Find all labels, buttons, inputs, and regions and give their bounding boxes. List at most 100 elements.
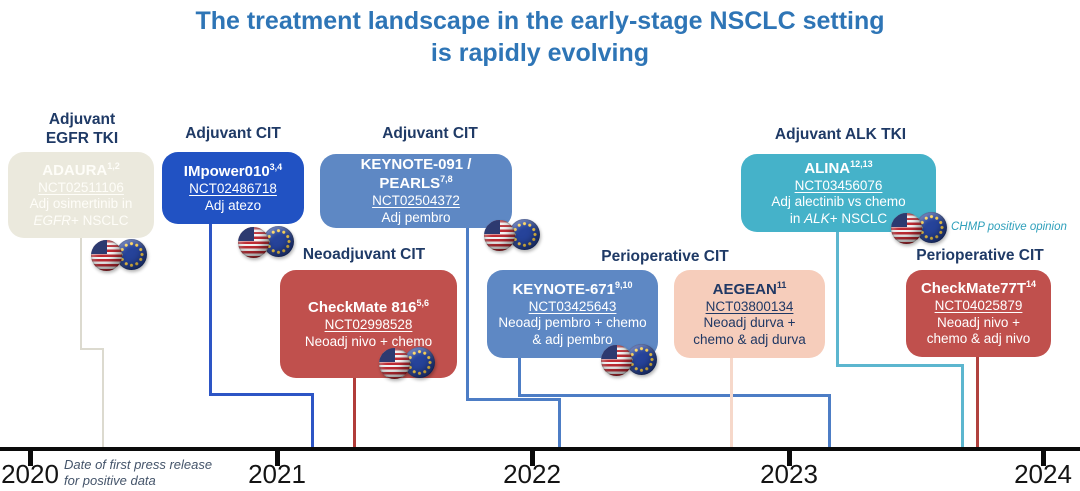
timeline-tick-2021 (275, 447, 280, 466)
connector-checkmate77t-v (976, 357, 979, 447)
trial-desc: Adj alectinib vs chemo (771, 194, 906, 210)
approval-flags-alina (891, 212, 948, 245)
connector-keynote091-h (466, 398, 561, 401)
trial-name: ALINA12,13 (804, 158, 873, 177)
us-flag-icon (891, 213, 922, 244)
category-header-neoadjuvant-cit: Neoadjuvant CIT (302, 246, 426, 263)
connector-impower010-h (209, 393, 313, 396)
us-flag-icon (91, 240, 122, 271)
timeline-tick-2022 (530, 447, 535, 466)
trial-box-checkmate816: CheckMate 8165,6 NCT02998528 Neoadj nivo… (280, 270, 457, 378)
trial-nct-link[interactable]: NCT03425643 (528, 298, 617, 314)
trial-desc: Neoadj nivo + (937, 314, 1020, 330)
connector-adaura-h (80, 348, 104, 350)
trial-desc: Adj pembro (381, 209, 451, 225)
trial-name: CheckMate77T14 (920, 279, 1037, 298)
timeline-axis (0, 447, 1080, 451)
page-title-line2: is rapidly evolving (430, 39, 650, 67)
connector-checkmate816-v (353, 378, 356, 447)
category-header-perioperative-cit-2: Perioperative CIT (916, 247, 1044, 264)
connector-aegean-v (730, 358, 733, 447)
trial-desc: Adj atezo (204, 197, 262, 213)
category-header-perioperative-cit-1: Perioperative CIT (601, 248, 729, 265)
trial-nct-link[interactable]: NCT03456076 (794, 177, 883, 193)
chmp-positive-opinion-note: CHMP positive opinion (951, 221, 1067, 233)
trial-nct-link[interactable]: NCT02511106 (38, 179, 124, 195)
connector-keynote091-v2 (558, 398, 561, 447)
trial-box-impower010: IMpower0103,4 NCT02486718 Adj atezo (162, 152, 304, 224)
approval-flags-checkmate816 (379, 347, 436, 380)
us-flag-icon (379, 348, 410, 379)
timeline-tick-2023 (787, 447, 792, 466)
trial-desc: in ALK+ NSCLC (789, 210, 888, 226)
connector-keynote091-v1 (466, 228, 469, 398)
trial-desc: Neoadj nivo + chemo (304, 333, 433, 349)
category-header-line: Adjuvant (48, 111, 116, 128)
page-title: The treatment landscape in the early-sta… (0, 5, 1080, 69)
connector-keynote671-h (518, 394, 831, 397)
trial-name: KEYNOTE-6719,10 (512, 279, 633, 298)
year-label-2020: 2020 (1, 459, 59, 489)
trial-refs: 5,6 (416, 297, 429, 308)
trial-desc: Neoadj pembro + chemo (498, 315, 647, 331)
trial-desc: chemo & adj durva (693, 331, 806, 347)
trial-nct-link[interactable]: NCT03800134 (705, 298, 794, 314)
approval-flags-impower010 (238, 226, 295, 259)
trial-nct-link[interactable]: NCT02998528 (324, 317, 413, 333)
year-label-2022: 2022 (503, 459, 561, 489)
connector-alina-v2 (961, 364, 964, 447)
trial-refs: 12,13 (850, 158, 873, 169)
trial-name: KEYNOTE-091 / PEARLS7,8 (360, 155, 472, 193)
trial-refs: 3,4 (269, 161, 283, 172)
press-release-note-line1: Date of first press release (64, 457, 213, 472)
us-flag-icon (484, 220, 515, 251)
connector-adaura-v2 (102, 348, 104, 447)
timeline-tick-2024 (1041, 447, 1046, 466)
year-label-2023: 2023 (760, 459, 818, 489)
year-label-2024: 2024 (1014, 459, 1072, 489)
trial-desc: Neoadj durva + (703, 315, 796, 331)
trial-refs: 1,2 (107, 160, 120, 171)
trial-name: IMpower0103,4 (183, 161, 283, 180)
us-flag-icon (601, 345, 632, 376)
trial-nct-link[interactable]: NCT02504372 (372, 193, 460, 209)
connector-keynote671-v1 (518, 358, 521, 394)
trial-box-aegean: AEGEAN11 NCT03800134 Neoadj durva + chem… (674, 270, 825, 358)
approval-flags-keynote671 (601, 344, 658, 377)
eu-flag-icon (263, 226, 294, 257)
press-release-note: Date of first press release for positive… (64, 457, 212, 488)
trial-box-keynote671: KEYNOTE-6719,10 NCT03425643 Neoadj pembr… (487, 270, 658, 358)
trial-desc: Adj osimertinib in (29, 196, 133, 212)
approval-flags-keynote091 (484, 219, 541, 252)
trial-name: AEGEAN11 (712, 279, 787, 298)
trial-refs: 11 (776, 279, 787, 290)
trial-box-keynote091: KEYNOTE-091 / PEARLS7,8 NCT02504372 Adj … (320, 154, 512, 228)
trial-box-checkmate77t: CheckMate77T14 NCT04025879 Neoadj nivo +… (906, 270, 1051, 357)
approval-flags-adaura (91, 239, 148, 272)
trial-name: CheckMate 8165,6 (308, 297, 429, 316)
timeline-tick-2020 (28, 447, 33, 466)
page-title-line1: The treatment landscape in the early-sta… (195, 7, 885, 35)
category-header-adjuvant-cit-2: Adjuvant CIT (382, 125, 478, 142)
trial-desc: EGFR+ NSCLC (33, 212, 129, 228)
press-release-note-line2: for positive data (64, 472, 156, 488)
connector-keynote671-v2 (828, 394, 831, 447)
trial-nct-link[interactable]: NCT04025879 (934, 298, 1023, 314)
trial-box-adaura: ADAURA1,2 NCT02511106 Adj osimertinib in… (8, 152, 154, 238)
us-flag-icon (238, 227, 269, 258)
trial-refs: 9,10 (615, 279, 633, 290)
connector-alina-h (836, 364, 964, 367)
connector-alina-v1 (836, 232, 839, 364)
trial-nct-link[interactable]: NCT02486718 (189, 181, 277, 197)
trial-refs: 7,8 (440, 174, 453, 185)
category-header-adjuvant-egfr-tki: Adjuvant EGFR TKI (8, 110, 156, 149)
trial-desc: & adj pembro (532, 331, 613, 347)
eu-flag-icon (626, 344, 657, 375)
category-header-adjuvant-alk-tki: Adjuvant ALK TKI (774, 126, 907, 143)
trial-name: ADAURA1,2 (42, 160, 120, 179)
category-header-adjuvant-cit-1: Adjuvant CIT (185, 125, 281, 142)
connector-impower010-v2 (311, 393, 314, 447)
trial-desc: chemo & adj nivo (926, 331, 1031, 347)
connector-impower010-v1 (209, 224, 212, 393)
trial-refs: 14 (1026, 279, 1037, 290)
